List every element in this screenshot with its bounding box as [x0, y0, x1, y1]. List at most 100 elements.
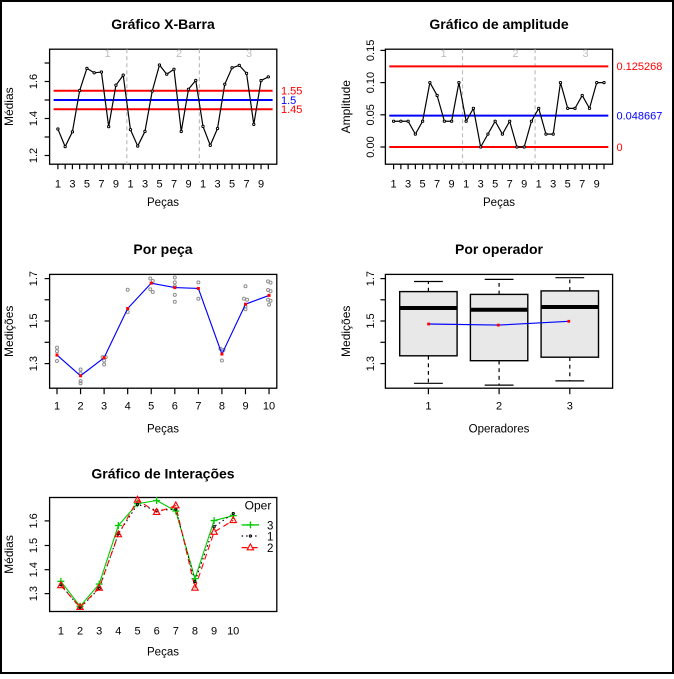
svg-text:0.00: 0.00: [365, 136, 377, 157]
svg-text:5: 5: [492, 179, 498, 191]
svg-text:5: 5: [420, 179, 426, 191]
svg-text:3: 3: [101, 401, 107, 413]
svg-text:2: 2: [78, 401, 84, 413]
svg-text:1.45: 1.45: [281, 104, 302, 116]
svg-text:7: 7: [434, 179, 440, 191]
svg-text:7: 7: [507, 179, 513, 191]
svg-text:7: 7: [171, 179, 177, 191]
svg-text:Gráfico de amplitude: Gráfico de amplitude: [429, 16, 568, 32]
svg-text:0.15: 0.15: [365, 40, 377, 61]
svg-text:7: 7: [98, 179, 104, 191]
svg-text:3: 3: [567, 401, 573, 413]
svg-text:1.5: 1.5: [281, 95, 296, 107]
svg-text:4: 4: [125, 401, 131, 413]
svg-text:3: 3: [550, 179, 556, 191]
svg-text:1.6: 1.6: [28, 513, 40, 528]
svg-text:3: 3: [69, 179, 75, 191]
svg-text:1.7: 1.7: [365, 271, 377, 286]
svg-text:1.3: 1.3: [28, 356, 40, 371]
svg-text:6: 6: [172, 401, 178, 413]
svg-text:Peças: Peças: [147, 197, 179, 209]
svg-text:10: 10: [263, 401, 275, 413]
svg-text:1.3: 1.3: [28, 586, 40, 601]
svg-text:Oper: Oper: [245, 499, 272, 513]
svg-text:3: 3: [267, 521, 273, 533]
svg-text:9: 9: [113, 179, 119, 191]
svg-text:1: 1: [391, 179, 397, 191]
svg-text:1: 1: [267, 532, 273, 544]
svg-text:1: 1: [58, 626, 64, 638]
svg-text:9: 9: [594, 179, 600, 191]
svg-text:3: 3: [246, 48, 252, 60]
svg-text:Gráfico de Interações: Gráfico de Interações: [91, 466, 234, 482]
svg-text:Por operador: Por operador: [455, 241, 543, 257]
svg-text:1.4: 1.4: [28, 111, 40, 126]
svg-text:7: 7: [195, 401, 201, 413]
svg-text:9: 9: [211, 626, 217, 638]
svg-text:9: 9: [521, 179, 527, 191]
svg-text:1.4: 1.4: [28, 562, 40, 577]
svg-text:0.125268: 0.125268: [617, 61, 663, 73]
svg-text:1: 1: [463, 179, 469, 191]
svg-text:3: 3: [96, 626, 102, 638]
svg-text:1: 1: [440, 48, 446, 60]
svg-text:5: 5: [156, 179, 162, 191]
svg-text:9: 9: [242, 401, 248, 413]
svg-text:1: 1: [425, 401, 431, 413]
svg-text:1.5: 1.5: [28, 538, 40, 553]
svg-text:7: 7: [579, 179, 585, 191]
svg-text:5: 5: [84, 179, 90, 191]
svg-text:1: 1: [536, 179, 542, 191]
svg-text:1.6: 1.6: [28, 74, 40, 89]
svg-text:2: 2: [176, 48, 182, 60]
svg-text:8: 8: [219, 401, 225, 413]
svg-text:Gráfico X-Barra: Gráfico X-Barra: [111, 16, 215, 32]
svg-text:Operadores: Operadores: [469, 423, 530, 435]
svg-text:2: 2: [77, 626, 83, 638]
svg-text:Médias: Médias: [2, 87, 16, 126]
svg-text:1: 1: [200, 179, 206, 191]
svg-text:3: 3: [478, 179, 484, 191]
svg-text:3: 3: [582, 48, 588, 60]
svg-text:0.10: 0.10: [365, 72, 377, 93]
svg-text:1.5: 1.5: [28, 313, 40, 328]
svg-text:5: 5: [229, 179, 235, 191]
svg-text:Médias: Médias: [2, 535, 16, 574]
svg-text:1: 1: [104, 48, 110, 60]
svg-text:5: 5: [148, 401, 154, 413]
svg-text:Medições: Medições: [2, 306, 16, 357]
svg-text:2: 2: [267, 543, 273, 555]
svg-text:1.5: 1.5: [365, 313, 377, 328]
svg-text:5: 5: [565, 179, 571, 191]
svg-text:Peças: Peças: [483, 197, 515, 209]
svg-text:4: 4: [115, 626, 121, 638]
svg-text:6: 6: [154, 626, 160, 638]
svg-text:8: 8: [192, 626, 198, 638]
svg-text:3: 3: [405, 179, 411, 191]
svg-text:0.048667: 0.048667: [617, 111, 663, 123]
svg-text:1.55: 1.55: [281, 86, 302, 98]
svg-text:10: 10: [227, 626, 239, 638]
svg-text:Amplitude: Amplitude: [339, 80, 353, 134]
svg-text:0.05: 0.05: [365, 104, 377, 125]
svg-text:1.3: 1.3: [365, 356, 377, 371]
svg-text:9: 9: [449, 179, 455, 191]
svg-text:7: 7: [243, 179, 249, 191]
svg-text:Medições: Medições: [339, 306, 353, 357]
svg-text:7: 7: [173, 626, 179, 638]
svg-text:2: 2: [512, 48, 518, 60]
svg-text:3: 3: [214, 179, 220, 191]
svg-text:9: 9: [258, 179, 264, 191]
svg-text:Peças: Peças: [147, 423, 179, 435]
svg-text:Peças: Peças: [147, 647, 179, 659]
svg-text:1.7: 1.7: [28, 271, 40, 286]
svg-text:9: 9: [185, 179, 191, 191]
svg-text:0: 0: [617, 142, 623, 154]
svg-text:1: 1: [55, 179, 61, 191]
svg-text:1: 1: [54, 401, 60, 413]
svg-text:2: 2: [496, 401, 502, 413]
svg-text:1.2: 1.2: [28, 148, 40, 163]
svg-text:Por peça: Por peça: [133, 241, 192, 257]
svg-text:5: 5: [134, 626, 140, 638]
svg-text:3: 3: [142, 179, 148, 191]
